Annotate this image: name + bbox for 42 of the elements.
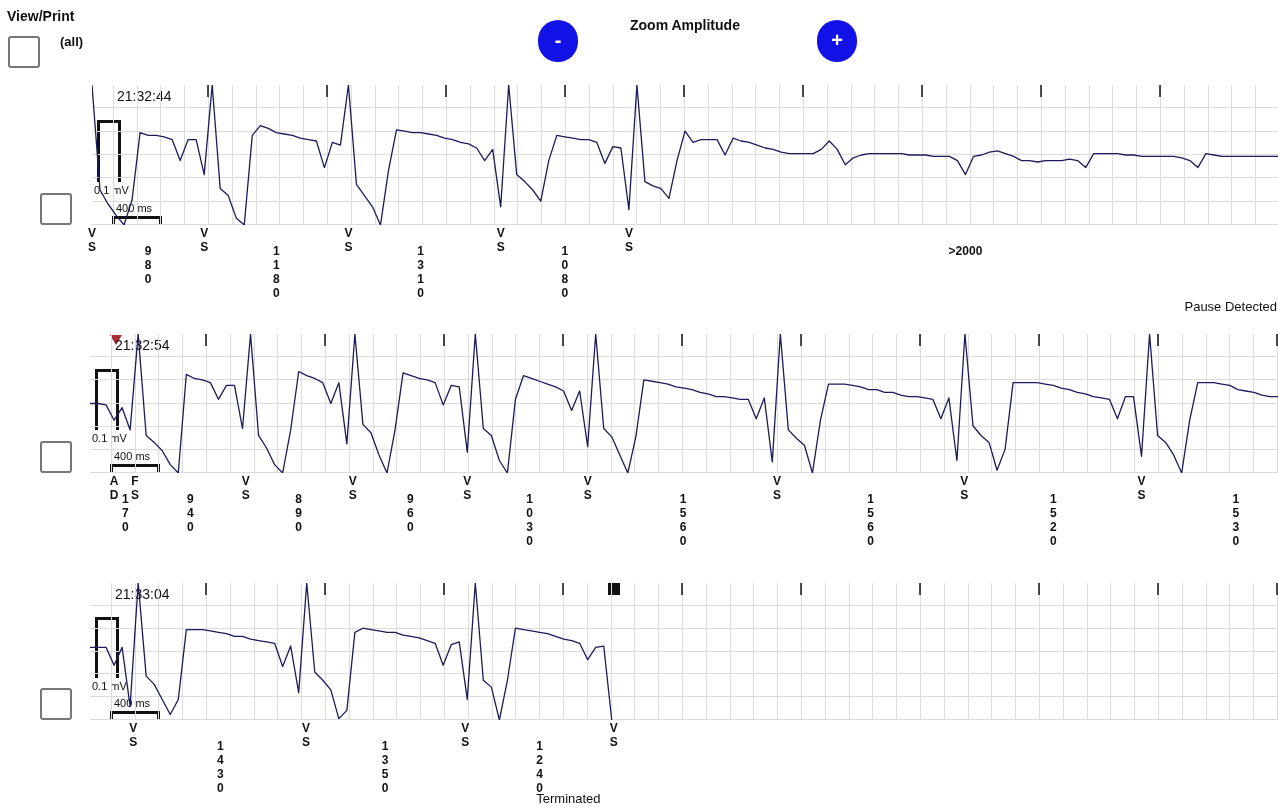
text: 1310	[416, 244, 425, 300]
round-button: -	[538, 20, 578, 62]
round-button: +	[817, 20, 857, 62]
text: 1520	[1048, 492, 1058, 548]
text: 1560	[678, 492, 688, 548]
text: 170	[120, 492, 130, 534]
text: 1560	[866, 492, 875, 548]
text: VS	[623, 226, 634, 254]
text: VS	[582, 474, 593, 502]
text: VS	[347, 474, 358, 502]
text: VS	[462, 474, 473, 502]
text: VS	[959, 474, 970, 502]
text: 1030	[525, 492, 534, 548]
text: (all)	[60, 34, 84, 49]
text: VS	[772, 474, 783, 502]
text: Pause Detected	[1184, 299, 1277, 314]
text: VS	[460, 721, 471, 749]
text: 960	[405, 492, 415, 534]
annotation: 21:32:44	[117, 88, 172, 104]
text: 1530	[1231, 492, 1241, 548]
text: FS	[129, 474, 140, 502]
annotation: 400 ms	[114, 450, 151, 462]
text: 1430	[216, 739, 225, 795]
text: VS	[608, 721, 619, 749]
text: VS	[300, 721, 311, 749]
text: 1180	[271, 244, 281, 300]
text: VS	[87, 226, 97, 254]
text: VS	[495, 226, 506, 254]
text: 940	[186, 492, 195, 534]
text: 980	[143, 244, 153, 286]
text: VS	[128, 721, 139, 749]
text: View/Print	[7, 8, 75, 24]
text: Zoom Amplitude	[630, 17, 740, 33]
text: 1080	[560, 244, 570, 300]
text: VS	[1136, 474, 1147, 502]
text: VS	[199, 226, 210, 254]
text: 890	[294, 492, 304, 534]
text: >2000	[947, 244, 984, 258]
text: VS	[240, 474, 251, 502]
text: VS	[343, 226, 354, 254]
text: AD	[109, 474, 120, 502]
text: 1350	[380, 739, 390, 795]
